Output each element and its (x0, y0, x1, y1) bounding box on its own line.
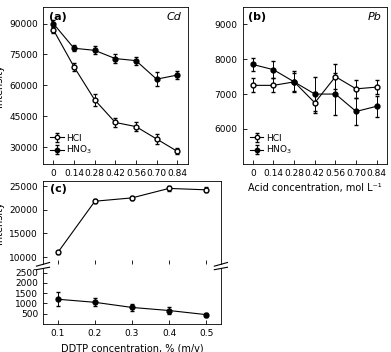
Y-axis label: Intensity: Intensity (0, 64, 4, 107)
X-axis label: DDTP concentration, % (m/v): DDTP concentration, % (m/v) (61, 343, 203, 352)
Text: (a): (a) (49, 12, 66, 22)
Legend:  (48, 314, 53, 319)
Y-axis label: Intensity: Intensity (0, 201, 4, 244)
Text: Cd: Cd (167, 12, 182, 22)
Legend: HCl, HNO$_3$: HCl, HNO$_3$ (247, 131, 295, 159)
Text: Pb: Pb (368, 12, 381, 22)
Text: (c): (c) (50, 184, 67, 194)
X-axis label: Acid concentration, mol L⁻¹: Acid concentration, mol L⁻¹ (248, 183, 382, 193)
Legend: HCl, HNO$_3$: HCl, HNO$_3$ (48, 131, 95, 159)
X-axis label: Acid concentration, mol L⁻¹: Acid concentration, mol L⁻¹ (48, 183, 182, 193)
Text: (b): (b) (248, 12, 266, 22)
